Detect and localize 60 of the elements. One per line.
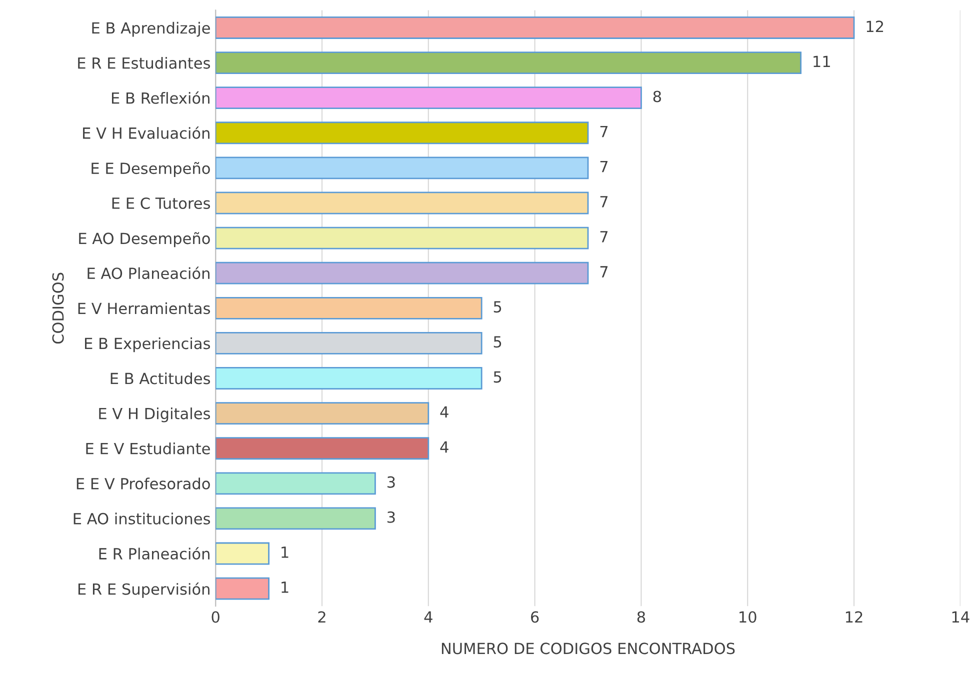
y-tick-label: E B Reflexión	[112, 91, 210, 104]
bar	[216, 226, 589, 250]
x-tick-label: 12	[846, 611, 862, 623]
y-tick-label: E E V Estudiante	[86, 442, 210, 454]
bar	[216, 192, 589, 214]
data-label: 7	[600, 231, 608, 242]
x-tick-label: 6	[531, 611, 539, 623]
bar	[216, 437, 430, 460]
x-tick-label: 10	[740, 611, 756, 623]
x-tick-label: 4	[424, 611, 432, 623]
data-label: 7	[600, 161, 608, 172]
y-tick-label: E B Aprendizaje	[92, 22, 210, 37]
data-label: 4	[440, 406, 448, 418]
y-tick-label: E V Herramientas	[78, 302, 210, 314]
x-tick-label: 2	[318, 611, 326, 623]
y-tick-label: E AO Desempeño	[79, 232, 210, 248]
y-tick-label: E E C Tutores	[112, 197, 210, 210]
data-label: 5	[494, 336, 502, 348]
bar	[216, 542, 270, 565]
data-label: 7	[600, 126, 608, 138]
y-tick-label: E R Planeación	[99, 547, 210, 560]
y-tick-label: E R E Estudiantes	[78, 56, 210, 69]
x-axis-title: NUMERO DE CODIGOS ENCONTRADOS	[442, 642, 735, 654]
y-tick-label: E B Actitudes	[110, 372, 210, 384]
bar	[216, 402, 430, 425]
bar	[216, 367, 482, 390]
x-tick-label: 8	[637, 611, 646, 623]
bar	[216, 296, 482, 320]
data-label: 7	[600, 196, 608, 208]
y-tick-label: E V H Digitales	[99, 408, 210, 422]
data-label: 5	[494, 301, 502, 313]
data-label: 1	[282, 582, 288, 593]
bar	[216, 577, 270, 600]
bar	[216, 156, 589, 180]
bar	[216, 52, 802, 74]
data-label: 4	[440, 441, 448, 453]
y-tick-label: E V H Evaluación	[83, 126, 210, 139]
x-tick-label: 0	[212, 611, 220, 623]
data-label: 5	[494, 371, 502, 383]
data-label: 3	[387, 476, 395, 488]
data-label: 8	[653, 90, 661, 102]
y-tick-label: E AO Planeación	[88, 266, 210, 280]
y-tick-label: E E Desempeño	[92, 162, 210, 178]
bar	[216, 122, 589, 144]
bar	[216, 86, 642, 110]
bar	[216, 262, 589, 284]
y-tick-label: E B Experiencias	[85, 337, 210, 352]
y-tick-label: E R E Supervisión	[78, 582, 210, 598]
bar	[216, 472, 376, 495]
y-tick-label: E AO instituciones	[74, 512, 210, 524]
bar	[216, 16, 855, 39]
data-label: 3	[387, 511, 395, 523]
bar	[216, 507, 376, 530]
x-tick-label: 14	[952, 611, 970, 623]
y-tick-label: E E V Profesorado	[76, 478, 210, 490]
data-label: 12	[866, 20, 884, 32]
data-label: 11	[814, 56, 830, 68]
y-axis-title: CODIGOS	[52, 272, 64, 344]
data-label: 7	[600, 266, 608, 278]
data-label: 1	[282, 546, 288, 558]
